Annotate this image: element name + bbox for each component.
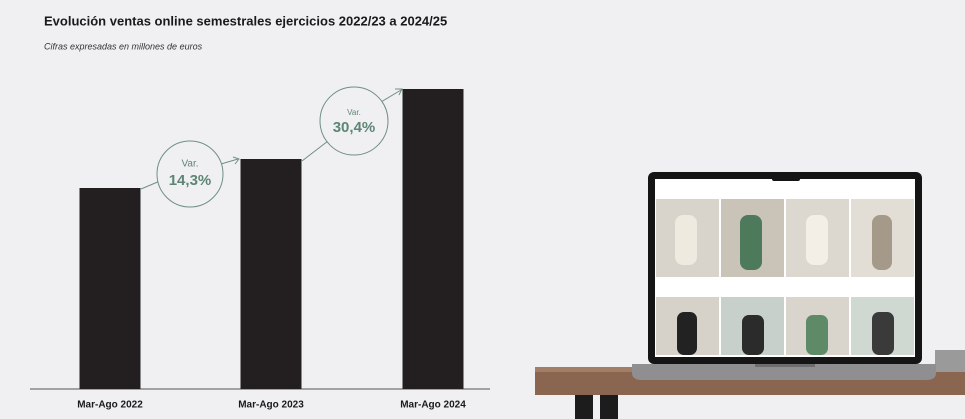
chart-title: Evolución ventas online semestrales ejer… xyxy=(44,13,447,28)
chart: Evolución ventas online semestrales ejer… xyxy=(0,0,965,419)
annotation-text: 14,3% xyxy=(169,172,212,189)
table-leg xyxy=(575,395,593,419)
x-tick-label: Mar-Ago 2022 xyxy=(77,400,143,411)
figure xyxy=(742,315,764,355)
figure xyxy=(677,312,697,355)
chart-subtitle: Cifras expresadas en millones de euros xyxy=(44,41,203,51)
bar xyxy=(241,159,302,389)
annotation-title: Var. xyxy=(347,108,361,117)
page: Evolución ventas online semestrales ejer… xyxy=(0,0,965,419)
x-tick-label: Mar-Ago 2023 xyxy=(238,400,304,411)
bar xyxy=(80,188,141,389)
table-leg xyxy=(600,395,618,419)
trackpad-notch xyxy=(755,364,815,367)
x-tick-label: Mar-Ago 2024 xyxy=(400,400,466,411)
annotation-text: 30,4% xyxy=(333,119,376,136)
figure xyxy=(806,315,828,355)
object xyxy=(935,350,965,372)
figure xyxy=(872,215,892,270)
figure xyxy=(675,215,697,265)
bar xyxy=(403,89,464,389)
figure xyxy=(872,312,894,355)
figure xyxy=(806,215,828,265)
annotation-title: Var. xyxy=(181,159,198,170)
figure xyxy=(740,215,762,270)
notch xyxy=(772,175,800,181)
